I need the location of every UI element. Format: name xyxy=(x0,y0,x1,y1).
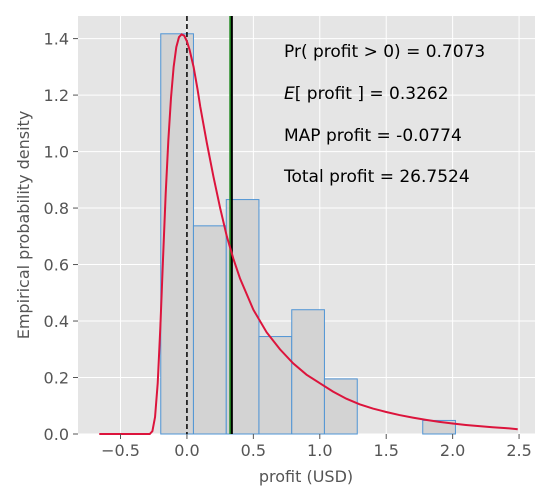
y-tick-label: 1.4 xyxy=(44,30,69,49)
histogram-bar xyxy=(291,309,325,435)
x-tick-label: 0.0 xyxy=(174,441,199,460)
x-tick-label: 1.5 xyxy=(373,441,398,460)
y-tick-label: 0.4 xyxy=(44,312,69,331)
reference-lines xyxy=(186,16,233,434)
annotation-probability-positive: Pr( profit > 0) = 0.7073 xyxy=(284,42,485,62)
x-tick-label: 2.5 xyxy=(506,441,531,460)
density-curve xyxy=(99,33,518,435)
y-tick-label: 1.0 xyxy=(44,143,69,162)
y-axis-title: Empirical probability density xyxy=(14,111,33,340)
y-tick-label: 0.2 xyxy=(44,369,69,388)
annotation-block: Pr( profit > 0) = 0.7073 E[ profit ] = 0… xyxy=(283,42,485,187)
histogram-bars xyxy=(160,33,456,435)
annotation-map-profit: MAP profit = -0.0774 xyxy=(284,126,462,146)
y-tick-label: 1.2 xyxy=(44,86,69,105)
x-tick-label: 2.0 xyxy=(440,441,465,460)
y-tick-label: 0.8 xyxy=(44,199,69,218)
x-tick-label: 1.0 xyxy=(307,441,332,460)
annotation-total-profit: Total profit = 26.7524 xyxy=(283,167,470,187)
histogram-bar xyxy=(323,378,358,435)
histogram-bar xyxy=(192,225,227,435)
y-tick-label: 0.0 xyxy=(44,425,69,444)
expectation-value: [ profit ] = 0.3262 xyxy=(295,84,449,104)
expectation-symbol: E xyxy=(284,84,295,104)
y-tick-label: 0.6 xyxy=(44,256,69,275)
y-axis-ticks: 0.0 0.2 0.4 0.6 0.8 1.0 1.2 1.4 xyxy=(44,30,78,444)
x-tick-label: −0.5 xyxy=(101,441,140,460)
x-axis-ticks: −0.5 0.0 0.5 1.0 1.5 2.0 2.5 xyxy=(101,434,532,460)
histogram-bar xyxy=(160,33,194,435)
x-axis-title: profit (USD) xyxy=(259,467,353,486)
histogram-bar xyxy=(258,336,293,435)
annotation-expected-profit: E[ profit ] = 0.3262 xyxy=(284,84,449,104)
x-tick-label: 0.5 xyxy=(241,441,266,460)
